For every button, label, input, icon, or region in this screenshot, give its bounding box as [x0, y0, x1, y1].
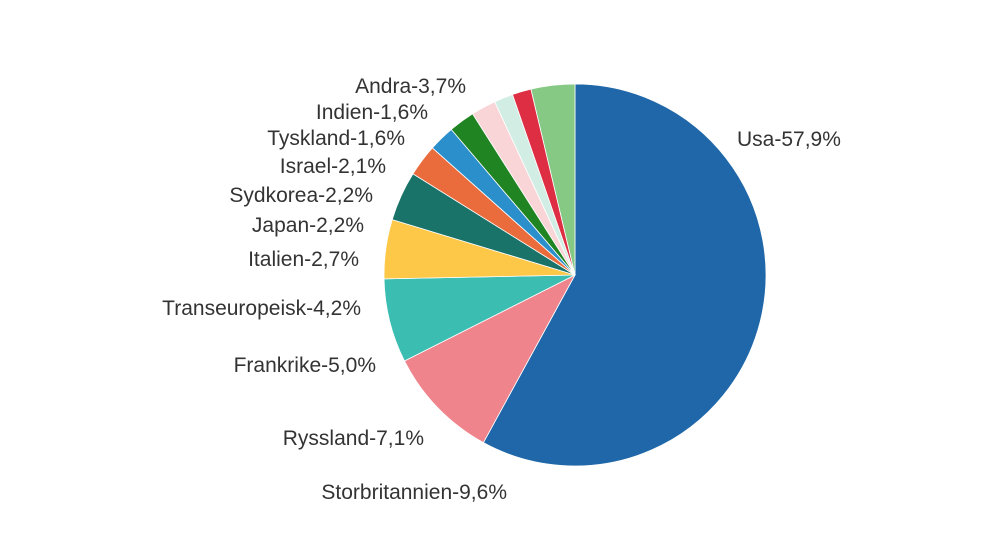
pie-slice-usa [482, 83, 767, 467]
slice-label-sydkorea: Sydkorea-2,2% [229, 184, 373, 207]
slice-label-usa: Usa-57,9% [737, 128, 841, 151]
slice-label-tyskland: Tyskland-1,6% [267, 127, 405, 150]
pie-slice-andra [530, 83, 576, 276]
slice-label-japan: Japan-2,2% [252, 214, 364, 237]
slice-label-storbritannien: Storbritannien-9,6% [321, 481, 507, 504]
slice-label-andra: Andra-3,7% [355, 75, 466, 98]
labels-group: Usa-57,9% Storbritannien-9,6% Ryssland-7,1… [162, 75, 841, 504]
pie-slice-storbritannien [403, 274, 576, 444]
slice-label-transeuropeisk: Transeuropeisk-4,2% [162, 297, 361, 320]
slice-label-indien: Indien-1,6% [316, 101, 428, 124]
slice-label-italien: Italien-2,7% [248, 248, 359, 271]
slices-group [383, 83, 767, 467]
slice-label-israel: Israel-2,1% [280, 155, 386, 178]
slice-label-ryssland: Ryssland-7,1% [283, 427, 424, 450]
slice-label-frankrike: Frankrike-5,0% [234, 354, 376, 377]
